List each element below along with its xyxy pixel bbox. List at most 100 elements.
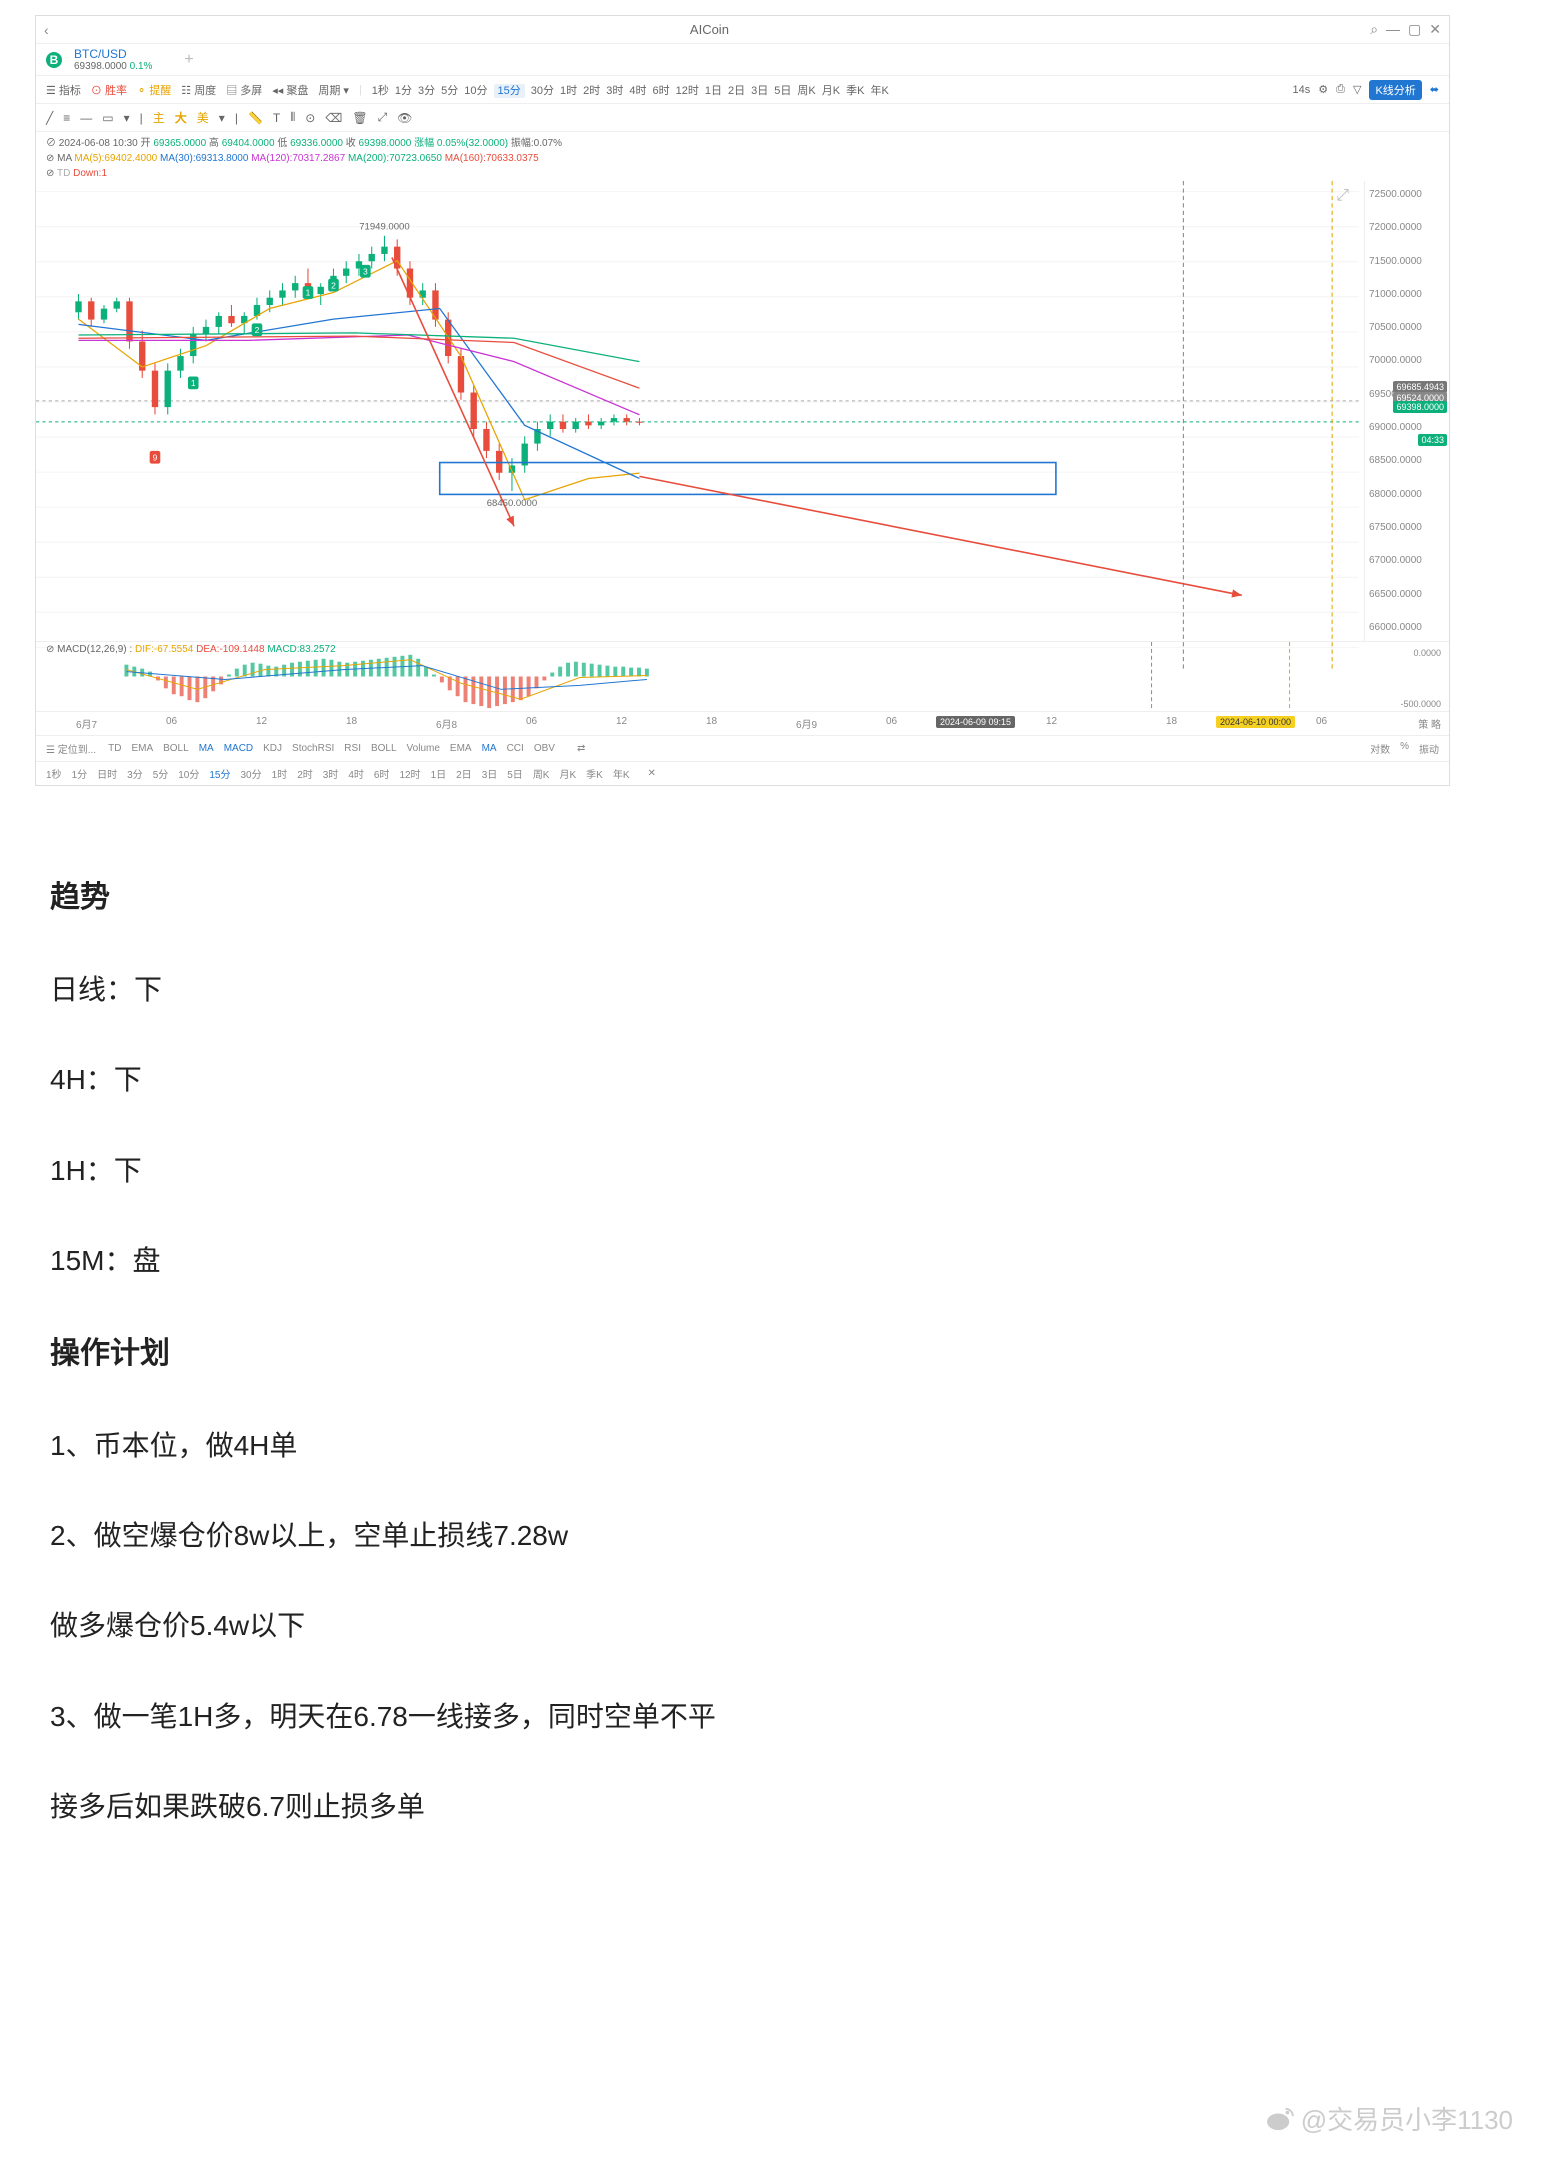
tb-weekly[interactable]: ☷ 周度 (181, 82, 216, 98)
camera-icon[interactable]: ⎙ (1336, 83, 1345, 96)
tb-cycle[interactable]: 周期 ▾ (318, 82, 349, 98)
fullscreen-icon[interactable]: ⤢ (1336, 187, 1349, 205)
tf-4时[interactable]: 4时 (629, 85, 646, 97)
tfb-10分[interactable]: 10分 (178, 766, 199, 781)
draw-hline-icon[interactable]: ≡ (63, 111, 70, 125)
draw-hline2-icon[interactable]: — (80, 111, 92, 125)
tfb-日时[interactable]: 日时 (97, 766, 117, 781)
minimize-icon[interactable]: — (1386, 21, 1400, 38)
label-zhu[interactable]: 主 (153, 109, 165, 126)
tfb-30分[interactable]: 30分 (241, 766, 262, 781)
tb-alert[interactable]: ⚬ 提醒 (137, 82, 171, 98)
tfb-1时[interactable]: 1时 (272, 766, 288, 781)
close-icon[interactable]: ✕ (1429, 21, 1441, 38)
tf-周K[interactable]: 周K (797, 85, 815, 97)
tf-close-icon[interactable]: ✕ (648, 768, 656, 779)
tf-3分[interactable]: 3分 (418, 85, 435, 97)
tf-2时[interactable]: 2时 (583, 85, 600, 97)
tb-replay[interactable]: ◂◂ 聚盘 (272, 82, 308, 98)
kline-analysis-button[interactable]: K线分析 (1369, 80, 1421, 100)
tf-10分[interactable]: 10分 (464, 85, 487, 97)
tfb-5分[interactable]: 5分 (153, 766, 169, 781)
ind-EMA[interactable]: EMA (450, 743, 472, 754)
ind-MA[interactable]: MA (482, 743, 497, 754)
tf-季K[interactable]: 季K (846, 85, 864, 97)
ind-BOLL[interactable]: BOLL (163, 743, 189, 754)
maximize-icon[interactable]: ▢ (1408, 21, 1421, 38)
draw-line-icon[interactable]: ╱ (46, 111, 53, 125)
tf-5分[interactable]: 5分 (441, 85, 458, 97)
ind-log[interactable]: 对数 (1370, 741, 1390, 756)
draw-chevdown-icon[interactable]: ▾ (124, 111, 130, 125)
settings-icon[interactable]: ⚙ (1318, 83, 1328, 96)
draw-text-icon[interactable]: T (273, 111, 280, 125)
ind-Volume[interactable]: Volume (407, 743, 440, 754)
tfb-月K[interactable]: 月K (559, 766, 576, 781)
tf-月K[interactable]: 月K (822, 85, 840, 97)
tf-5日[interactable]: 5日 (774, 85, 791, 97)
ind-MACD[interactable]: MACD (224, 743, 253, 754)
draw-eraser-icon[interactable]: ⌫ (325, 111, 342, 125)
tfb-2时[interactable]: 2时 (297, 766, 313, 781)
ind-OBV[interactable]: OBV (534, 743, 555, 754)
symbol-tab[interactable]: BTC/USD 69398.0000 0.1% (74, 47, 152, 72)
ind-RSI[interactable]: RSI (344, 743, 361, 754)
label-da[interactable]: 大 (175, 109, 187, 126)
draw-magnet-icon[interactable]: ⊙ (305, 111, 315, 125)
label-mei[interactable]: 美 (197, 109, 209, 126)
ind-KDJ[interactable]: KDJ (263, 743, 282, 754)
tf-15分[interactable]: 15分 (494, 84, 525, 98)
tb-multi[interactable]: ▤ 多屏 (226, 82, 262, 98)
tfb-1日[interactable]: 1日 (431, 766, 447, 781)
indicator-more[interactable]: ⇄ (577, 743, 585, 754)
ind-CCI[interactable]: CCI (507, 743, 524, 754)
macd-panel[interactable]: ⊘ MACD(12,26,9) : DIF:-67.5554 DEA:-109.… (36, 641, 1449, 711)
tfb-3时[interactable]: 3时 (323, 766, 339, 781)
tf-1时[interactable]: 1时 (560, 85, 577, 97)
ind-EMA[interactable]: EMA (131, 743, 153, 754)
tf-2日[interactable]: 2日 (728, 85, 745, 97)
ind-TD[interactable]: TD (108, 743, 121, 754)
ind-BOLL[interactable]: BOLL (371, 743, 397, 754)
tfb-1秒[interactable]: 1秒 (46, 766, 62, 781)
tfb-2日[interactable]: 2日 (456, 766, 472, 781)
tf-1秒[interactable]: 1秒 (372, 85, 389, 97)
tfb-6时[interactable]: 6时 (374, 766, 390, 781)
tfb-3分[interactable]: 3分 (127, 766, 143, 781)
filter-icon[interactable]: ▽ (1353, 83, 1361, 96)
tf-1分[interactable]: 1分 (395, 85, 412, 97)
tfb-5日[interactable]: 5日 (507, 766, 523, 781)
main-chart[interactable]: 12123971949.000068450.0000 72500.0000720… (36, 181, 1449, 641)
add-tab-button[interactable]: + (164, 51, 193, 69)
draw-fib-icon[interactable]: ⫴ (290, 110, 295, 125)
ind-StochRSI[interactable]: StochRSI (292, 743, 334, 754)
tfb-年K[interactable]: 年K (613, 766, 630, 781)
draw-chevdown2-icon[interactable]: ▾ (219, 111, 225, 125)
tf-年K[interactable]: 年K (870, 85, 888, 97)
ind-MA[interactable]: MA (199, 743, 214, 754)
tf-12时[interactable]: 12时 (676, 85, 699, 97)
tfb-1分[interactable]: 1分 (72, 766, 88, 781)
share-icon[interactable]: ⬌ (1430, 83, 1439, 96)
tfb-季K[interactable]: 季K (586, 766, 603, 781)
tf-30分[interactable]: 30分 (531, 85, 554, 97)
draw-lock-icon[interactable]: ⤢ (378, 110, 388, 125)
draw-eye-icon[interactable]: 👁 (397, 111, 412, 125)
ind-pct[interactable]: % (1400, 741, 1409, 756)
tfb-12时[interactable]: 12时 (399, 766, 420, 781)
tf-6时[interactable]: 6时 (653, 85, 670, 97)
draw-rect-icon[interactable]: ▭ (102, 111, 113, 125)
tf-3日[interactable]: 3日 (751, 85, 768, 97)
locate-button[interactable]: ☰ 定位到... (46, 741, 96, 756)
draw-measure-icon[interactable]: 📏 (248, 111, 263, 125)
tfb-4时[interactable]: 4时 (348, 766, 364, 781)
search-icon[interactable]: ⌕ (1370, 21, 1378, 38)
tf-1日[interactable]: 1日 (705, 85, 722, 97)
draw-trash-icon[interactable]: 🗑 (352, 111, 367, 125)
tfb-3日[interactable]: 3日 (482, 766, 498, 781)
ind-vib[interactable]: 振动 (1419, 741, 1439, 756)
tfb-15分[interactable]: 15分 (209, 766, 230, 781)
tf-3时[interactable]: 3时 (606, 85, 623, 97)
tb-winrate[interactable]: ⊙ 胜率 (91, 82, 127, 98)
tb-indicator[interactable]: ☰ 指标 (46, 82, 81, 98)
